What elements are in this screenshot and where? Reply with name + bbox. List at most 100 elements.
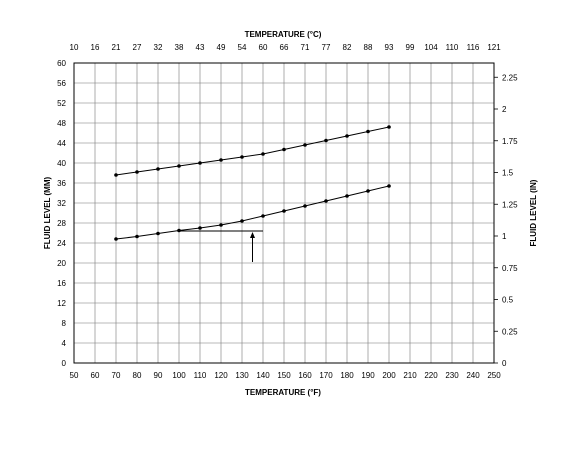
series-1-point xyxy=(366,129,370,134)
y2-tick-label: 0.75 xyxy=(502,264,518,273)
x2-tick-label: 116 xyxy=(467,43,480,52)
x-tick-label: 130 xyxy=(235,371,249,380)
series-1-point xyxy=(114,173,118,177)
x2-tick-label: 38 xyxy=(175,43,184,52)
series-2-point xyxy=(240,219,244,223)
series-2-point xyxy=(261,214,265,218)
x2-tick-label: 99 xyxy=(406,43,415,52)
x-tick-label: 60 xyxy=(91,371,100,380)
series-2-point xyxy=(387,184,391,188)
series-1-point xyxy=(219,158,223,162)
series-2-point xyxy=(156,231,160,236)
x-tick-label: 240 xyxy=(466,371,480,380)
y-tick-label: 4 xyxy=(62,339,67,348)
y2-tick-label: 0.5 xyxy=(502,296,514,305)
y-axis-title: FLUID LEVEL (MM) xyxy=(43,177,52,250)
x-tick-label: 80 xyxy=(133,371,142,380)
x2-tick-label: 66 xyxy=(280,43,289,52)
y-tick-label: 32 xyxy=(57,199,66,208)
x2-tick-label: 43 xyxy=(196,43,205,52)
x-axis-title: TEMPERATURE (°F) xyxy=(245,388,321,397)
x-tick-label: 200 xyxy=(382,371,396,380)
x-tick-label: 140 xyxy=(256,371,270,380)
x2-tick-label: 121 xyxy=(487,43,501,52)
y2-tick-label: 2.25 xyxy=(502,73,518,82)
series-2-point xyxy=(219,223,223,227)
x2-tick-label: 104 xyxy=(424,43,438,52)
series-2-point xyxy=(345,194,349,198)
series-2-point xyxy=(282,209,286,213)
y2-axis-ticks: 0 0.25 0.5 0.75 1 1.25 1.5 1.75 2 2.25 xyxy=(494,73,518,368)
y2-tick-label: 2 xyxy=(502,105,507,114)
x-axis-ticks: 50 60 70 80 90 100 110 120 130 140 150 160 170 180 190… xyxy=(70,371,502,380)
series-2-line xyxy=(115,185,390,240)
x-tick-label: 100 xyxy=(172,371,186,380)
x2-tick-label: 54 xyxy=(238,43,247,52)
y-tick-label: 40 xyxy=(57,159,66,168)
x2-tick-label: 71 xyxy=(301,43,310,52)
x-tick-label: 180 xyxy=(340,371,354,380)
series-group xyxy=(114,125,391,241)
x-tick-label: 150 xyxy=(277,371,291,380)
series-1-point xyxy=(240,155,244,159)
y-tick-label: 12 xyxy=(57,299,66,308)
x-tick-label: 50 xyxy=(70,371,79,380)
y2-tick-label: 0 xyxy=(502,359,507,368)
y-tick-label: 28 xyxy=(57,219,66,228)
x2-tick-label: 10 xyxy=(70,43,79,52)
x-tick-label: 120 xyxy=(214,371,228,380)
x2-tick-label: 16 xyxy=(91,43,100,52)
x-tick-label: 70 xyxy=(112,371,121,380)
y-tick-label: 16 xyxy=(57,279,66,288)
series-1-point xyxy=(177,164,181,168)
x-tick-label: 220 xyxy=(424,371,438,380)
y-tick-label: 24 xyxy=(57,239,66,248)
y-tick-label: 44 xyxy=(57,139,66,148)
series-1-point xyxy=(156,167,160,171)
y2-tick-label: 0.25 xyxy=(502,327,518,336)
grid xyxy=(73,62,495,364)
y-tick-label: 36 xyxy=(57,179,66,188)
plot-frame xyxy=(73,62,495,364)
series-1-point xyxy=(261,152,265,156)
x2-tick-label: 27 xyxy=(133,43,142,52)
y2-axis-title: FLUID LEVEL (IN) xyxy=(529,179,538,246)
x2-tick-label: 60 xyxy=(259,43,268,52)
series-1-point xyxy=(324,138,328,143)
x-tick-label: 110 xyxy=(194,371,207,380)
series-1-line xyxy=(115,126,390,176)
series-2-point xyxy=(135,234,139,239)
series-1-point xyxy=(387,125,391,129)
y-tick-label: 60 xyxy=(57,59,66,68)
y2-tick-label: 1 xyxy=(502,232,507,241)
y2-tick-label: 1.25 xyxy=(502,200,518,209)
series-2-point xyxy=(324,199,328,203)
series-1-point xyxy=(198,161,202,165)
x2-tick-label: 21 xyxy=(112,43,121,52)
y-tick-label: 20 xyxy=(57,259,66,268)
y2-tick-label: 1.75 xyxy=(502,137,518,146)
y-tick-label: 8 xyxy=(62,319,67,328)
y-tick-label: 0 xyxy=(62,359,67,368)
x2-tick-label: 77 xyxy=(322,43,331,52)
annotation xyxy=(179,230,263,262)
y-tick-label: 52 xyxy=(57,99,66,108)
reference-arrow-head xyxy=(250,232,255,238)
x-tick-label: 170 xyxy=(319,371,333,380)
x-tick-label: 210 xyxy=(403,371,417,380)
series-1-point xyxy=(135,170,139,174)
series-2-point xyxy=(303,204,307,208)
x-tick-label: 160 xyxy=(298,371,312,380)
x2-tick-label: 49 xyxy=(217,43,226,52)
series-1-point xyxy=(282,147,286,152)
y2-tick-label: 1.5 xyxy=(502,169,514,178)
x2-tick-label: 82 xyxy=(343,43,352,52)
y-tick-label: 56 xyxy=(57,79,66,88)
x2-tick-label: 88 xyxy=(364,43,373,52)
x2-tick-label: 110 xyxy=(446,43,459,52)
series-2-point xyxy=(198,226,202,230)
x2-axis-title: TEMPERATURE (°C) xyxy=(245,30,322,39)
x2-axis-ticks: 10 16 21 27 32 38 43 49 54 60 66 71 77 82 88 93 99 104 110… xyxy=(70,43,502,52)
